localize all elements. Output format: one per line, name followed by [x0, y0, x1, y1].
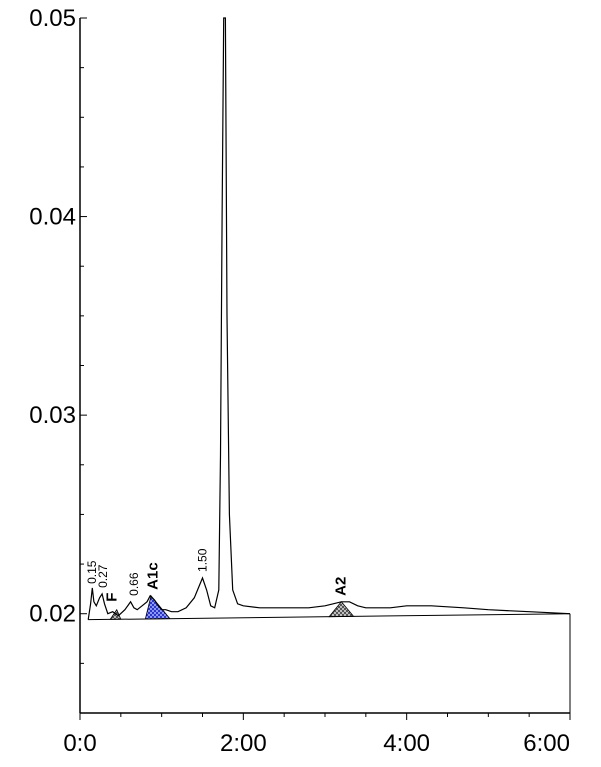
y-tick-label: 0.04: [29, 204, 76, 231]
peak-label: 0.15: [85, 560, 99, 584]
x-tick-label: 6:00: [523, 730, 570, 757]
shaded-peaks: [109, 594, 355, 620]
x-tick-label: 2:00: [220, 730, 267, 757]
peak-annotations: 0.150.27 F 0.66 A1c 1.50 A2: [85, 548, 349, 601]
shaded-peak: [144, 594, 171, 620]
x-tick-label: 4:00: [383, 730, 430, 757]
y-tick-label: 0.05: [29, 5, 76, 32]
peak-label: 0.66: [127, 572, 141, 596]
x-ticks: 0:0 2:00 4:00 6:00: [63, 713, 571, 757]
series-line: [87, 17, 571, 620]
baseline: [88, 613, 571, 621]
peak-label: A2: [332, 577, 349, 596]
peak-label: A1c: [145, 562, 162, 590]
peak-label: F: [104, 593, 121, 602]
peak-label: 0.27: [96, 564, 110, 588]
x-tick-label: 0:0: [63, 730, 96, 757]
series: [87, 17, 571, 713]
peak-label: 1.50: [196, 548, 210, 572]
y-tick-label: 0.03: [29, 402, 76, 429]
y-tick-label: 0.02: [29, 601, 76, 628]
baseline-line: [88, 613, 571, 621]
y-ticks: 0.02 0.03 0.04 0.05: [29, 5, 87, 714]
